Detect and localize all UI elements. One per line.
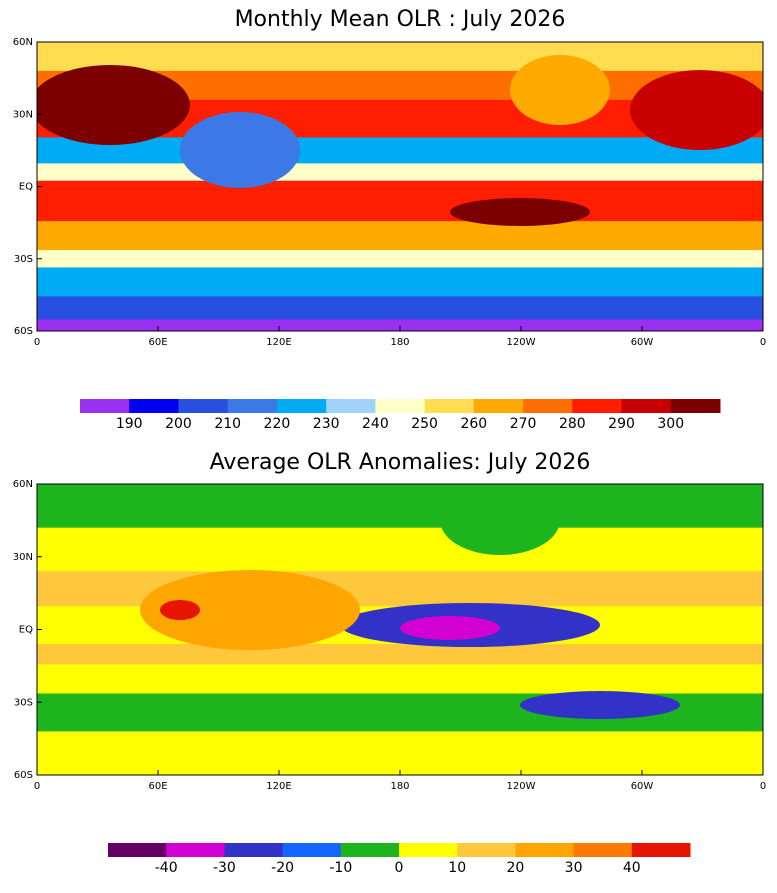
lon-label: 0 bbox=[760, 781, 766, 792]
map-band bbox=[37, 180, 763, 223]
lat-label: 60N bbox=[13, 37, 33, 48]
map-blob bbox=[400, 616, 500, 640]
colorbar-box bbox=[80, 399, 130, 413]
map-band bbox=[37, 137, 763, 165]
colorbar-box bbox=[108, 843, 167, 857]
map-blob bbox=[510, 55, 610, 125]
colorbar-box bbox=[515, 843, 575, 857]
lon-label: 60W bbox=[631, 781, 654, 792]
colorbar-box bbox=[457, 843, 516, 857]
map-field bbox=[37, 484, 763, 775]
colorbar-box bbox=[573, 843, 633, 857]
lon-label: 60E bbox=[148, 781, 167, 792]
colorbar-label: 20 bbox=[506, 860, 524, 876]
colorbar-label: 0 bbox=[395, 860, 404, 876]
colorbar-label: 270 bbox=[510, 416, 537, 432]
map-band bbox=[37, 42, 763, 72]
colorbar-box bbox=[523, 399, 573, 413]
lon-label: 0 bbox=[34, 337, 40, 348]
colorbar-box bbox=[631, 843, 691, 857]
panel-title: Average OLR Anomalies: July 2026 bbox=[210, 450, 591, 475]
colorbar-label: 200 bbox=[165, 416, 192, 432]
lat-label: 60N bbox=[13, 479, 33, 490]
colorbar-label: 40 bbox=[623, 860, 641, 876]
colorbar-box bbox=[375, 399, 426, 413]
lat-label: 30S bbox=[14, 254, 33, 265]
colorbar-box bbox=[340, 843, 400, 857]
lon-label: 120E bbox=[266, 781, 291, 792]
colorbar-label: -10 bbox=[329, 860, 352, 876]
map-band bbox=[37, 527, 763, 573]
map-blob bbox=[37, 65, 190, 145]
colorbar-label: -20 bbox=[271, 860, 294, 876]
colorbar-box bbox=[166, 843, 225, 857]
colorbar-label: 280 bbox=[559, 416, 586, 432]
colorbar-box bbox=[424, 399, 475, 413]
colorbar-label: 260 bbox=[460, 416, 487, 432]
colorbar-label: 240 bbox=[362, 416, 389, 432]
lat-label: 30S bbox=[14, 697, 33, 708]
map-field bbox=[37, 42, 763, 331]
colorbar-box bbox=[282, 843, 342, 857]
map-blob bbox=[440, 485, 560, 555]
colorbar-box bbox=[473, 399, 524, 413]
panel-title: Monthly Mean OLR : July 2026 bbox=[235, 7, 566, 32]
map-blob bbox=[630, 70, 763, 150]
lon-label: 120W bbox=[507, 337, 536, 348]
map-band bbox=[37, 319, 763, 331]
lon-label: 60W bbox=[631, 337, 654, 348]
map-blob bbox=[520, 691, 680, 719]
lon-label: 0 bbox=[34, 781, 40, 792]
lon-label: 120W bbox=[507, 781, 536, 792]
map-band bbox=[37, 221, 763, 252]
colorbar-label: 300 bbox=[657, 416, 684, 432]
colorbar-box bbox=[227, 399, 278, 413]
lat-label: EQ bbox=[19, 625, 33, 636]
map-blob bbox=[180, 112, 300, 188]
colorbar-label: 210 bbox=[214, 416, 241, 432]
map-band bbox=[37, 296, 763, 321]
colorbar-box bbox=[276, 399, 327, 413]
colorbar-label: -40 bbox=[155, 860, 178, 876]
map-blob bbox=[160, 600, 200, 620]
lon-label: 120E bbox=[266, 337, 291, 348]
colorbar-label: 30 bbox=[565, 860, 583, 876]
map-band bbox=[37, 484, 763, 529]
colorbar-box bbox=[178, 399, 229, 413]
colorbar-label: 230 bbox=[313, 416, 340, 432]
lat-label: 60S bbox=[14, 326, 33, 337]
colorbar-box bbox=[399, 843, 458, 857]
lat-label: 60S bbox=[14, 770, 33, 781]
map-band bbox=[37, 644, 763, 666]
colorbar-box bbox=[621, 399, 672, 413]
colorbar-label: -30 bbox=[213, 860, 236, 876]
colorbar-box bbox=[670, 399, 721, 413]
colorbar-box bbox=[224, 843, 284, 857]
map-band bbox=[37, 267, 763, 298]
map-band bbox=[37, 731, 763, 775]
colorbar-box bbox=[129, 399, 179, 413]
colorbar-box bbox=[326, 399, 376, 413]
lon-label: 180 bbox=[390, 781, 409, 792]
colorbar-box bbox=[572, 399, 623, 413]
lon-label: 60E bbox=[148, 337, 167, 348]
map-band bbox=[37, 250, 763, 269]
lon-label: 180 bbox=[390, 337, 409, 348]
lon-label: 0 bbox=[760, 337, 766, 348]
colorbar-label: 220 bbox=[264, 416, 291, 432]
map-blob bbox=[450, 198, 590, 226]
map-band bbox=[37, 664, 763, 695]
lat-label: 30N bbox=[13, 109, 33, 120]
map-band bbox=[37, 163, 763, 182]
lat-label: 30N bbox=[13, 552, 33, 563]
colorbar-label: 290 bbox=[608, 416, 635, 432]
lat-label: EQ bbox=[19, 182, 33, 193]
colorbar-label: 10 bbox=[448, 860, 466, 876]
map-blob bbox=[140, 570, 360, 650]
colorbar-label: 250 bbox=[411, 416, 438, 432]
colorbar-label: 190 bbox=[116, 416, 143, 432]
